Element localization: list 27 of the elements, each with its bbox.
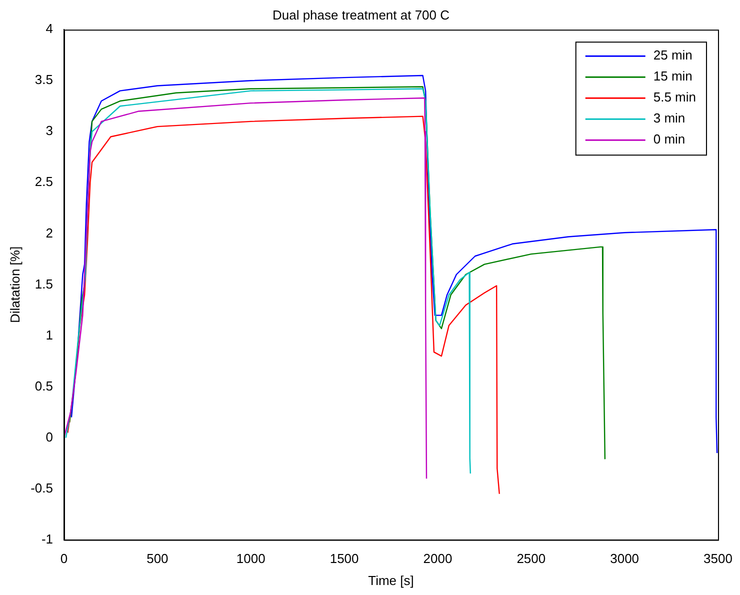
- x-tick-label: 0: [60, 551, 68, 566]
- legend-label: 3 min: [653, 110, 686, 126]
- y-tick-label: 0.5: [34, 378, 53, 394]
- chart-title: Dual phase treatment at 700 C: [272, 7, 450, 22]
- y-tick-label: 3: [46, 123, 53, 138]
- x-tick-label: 1500: [330, 551, 359, 566]
- x-tick-label: 2500: [516, 551, 546, 566]
- y-tick-label: 0: [46, 429, 53, 444]
- y-axis-title: Dilatation [%]: [7, 246, 22, 323]
- legend-label: 0 min: [653, 132, 686, 147]
- y-tick-label: 1.5: [34, 276, 53, 292]
- y-tick-label: 4: [46, 21, 53, 36]
- x-tick-label: 500: [146, 551, 168, 566]
- legend-label: 15 min: [653, 68, 692, 84]
- y-tick-label: 1: [46, 327, 53, 342]
- y-tick-label: 2: [46, 225, 53, 240]
- x-tick-label: 3500: [704, 551, 732, 566]
- x-tick-label: 1000: [236, 551, 266, 566]
- y-tick-label: -0.5: [30, 480, 53, 496]
- legend-label: 5.5 min: [653, 90, 696, 105]
- x-axis-title: Time [s]: [368, 572, 414, 588]
- y-tick-label: 2.5: [34, 174, 53, 190]
- y-tick-label: 3.5: [34, 72, 53, 88]
- y-tick-label: -1: [41, 531, 53, 546]
- x-tick-label: 2000: [423, 551, 452, 566]
- x-tick-label: 3000: [610, 551, 640, 566]
- legend-label: 25 min: [653, 48, 692, 63]
